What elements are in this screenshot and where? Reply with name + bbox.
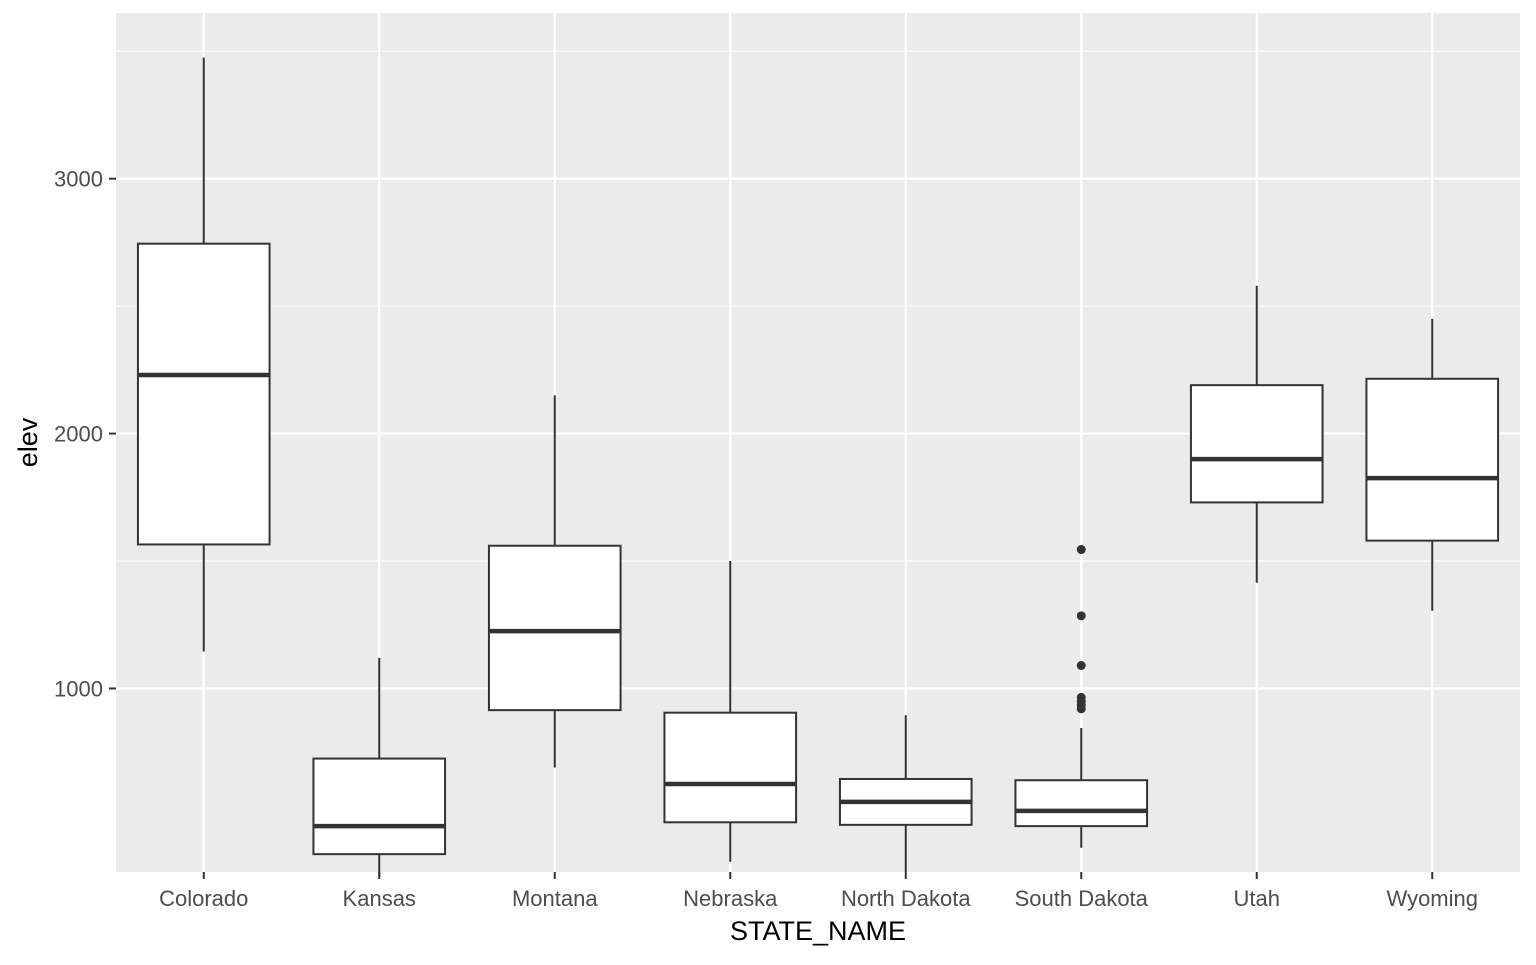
x-tick-labels: Colorado Kansas Montana Nebraska North Dakot… bbox=[159, 886, 1478, 911]
iqr-box bbox=[1014, 779, 1149, 828]
box-wyoming bbox=[1365, 318, 1500, 611]
iqr-box bbox=[1365, 377, 1500, 542]
x-axis-title: STATE_NAME bbox=[730, 916, 906, 946]
x-tick-label: Wyoming bbox=[1387, 886, 1479, 911]
x-tick-label: Utah bbox=[1234, 886, 1280, 911]
x-tick-label: Colorado bbox=[159, 886, 248, 911]
x-tick-label: Nebraska bbox=[683, 886, 778, 911]
box-utah bbox=[1189, 285, 1324, 583]
x-tick-label: Kansas bbox=[343, 886, 416, 911]
x-tick-label: Montana bbox=[512, 886, 598, 911]
box-montana bbox=[487, 395, 622, 768]
y-tick-label: 3000 bbox=[54, 167, 103, 192]
outlier-point bbox=[1076, 545, 1086, 555]
outlier-point bbox=[1076, 611, 1086, 621]
iqr-box bbox=[312, 757, 447, 856]
iqr-box bbox=[663, 711, 798, 824]
y-tick-label: 1000 bbox=[54, 676, 103, 701]
box-north-dakota bbox=[838, 715, 973, 872]
y-tick-labels: 1000 2000 3000 bbox=[54, 167, 103, 702]
box-south-dakota bbox=[1014, 545, 1149, 848]
box-series bbox=[136, 57, 1500, 878]
y-tick-label: 2000 bbox=[54, 422, 103, 447]
y-axis-title: elev bbox=[13, 417, 43, 467]
x-tick-label: South Dakota bbox=[1015, 886, 1149, 911]
axis-ticks bbox=[109, 177, 1434, 879]
outlier-point bbox=[1076, 692, 1086, 702]
box-colorado bbox=[136, 57, 271, 652]
x-tick-label: North Dakota bbox=[841, 886, 971, 911]
iqr-box bbox=[1189, 384, 1324, 504]
outlier-point bbox=[1076, 661, 1086, 671]
box-nebraska bbox=[663, 561, 798, 862]
iqr-box bbox=[136, 242, 271, 546]
box-kansas bbox=[312, 657, 447, 878]
iqr-box bbox=[487, 544, 622, 712]
